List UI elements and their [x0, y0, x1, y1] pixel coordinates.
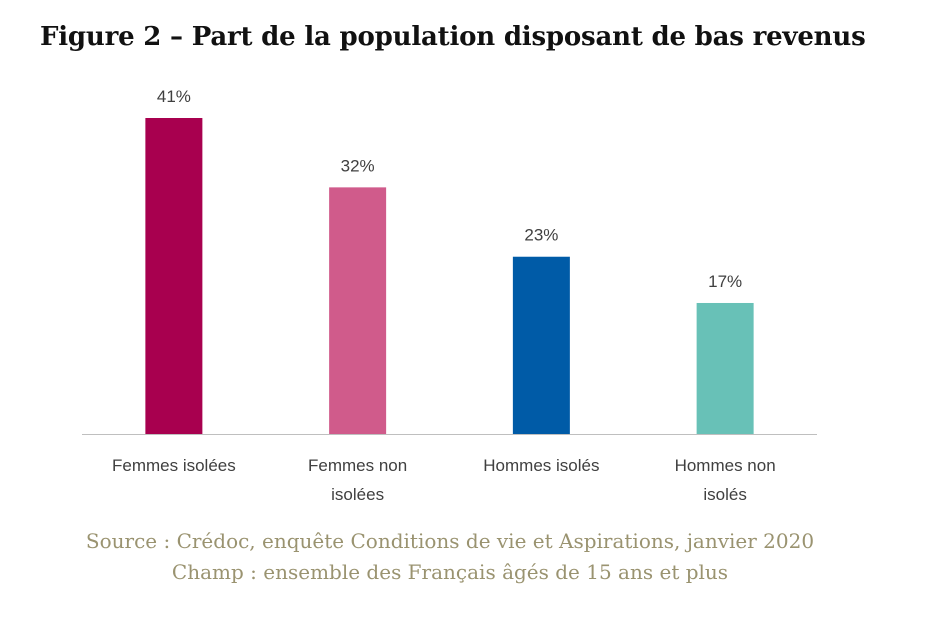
chart-title: Figure 2 – Part de la population disposa…	[40, 22, 866, 52]
value-label-2: 32%	[341, 156, 375, 175]
category-label-1: Femmes isolées	[112, 456, 236, 475]
value-label-4: 17%	[708, 272, 742, 291]
category-labels-group: Femmes isolées Femmes non isolées Hommes is…	[112, 456, 776, 504]
bars-group	[145, 118, 754, 434]
bar-1	[145, 118, 203, 434]
category-label-3: Hommes isolés	[483, 456, 599, 475]
bar-4	[696, 302, 754, 434]
scope-note: Champ : ensemble des Français âgés de 15…	[171, 560, 729, 584]
bar-2	[329, 187, 387, 434]
category-label-4: Hommes non isolés	[675, 456, 776, 504]
source-note: Source : Crédoc, enquête Conditions de v…	[85, 529, 815, 553]
value-label-1: 41%	[157, 87, 191, 106]
value-label-3: 23%	[524, 226, 558, 245]
category-label-2: Femmes non isolées	[308, 456, 407, 504]
bar-3	[512, 256, 570, 434]
value-labels-group: 41% 32% 23% 17%	[157, 87, 742, 291]
bar-chart: 41% 32% 23% 17% Femmes isolées Femmes non iso…	[82, 87, 817, 504]
